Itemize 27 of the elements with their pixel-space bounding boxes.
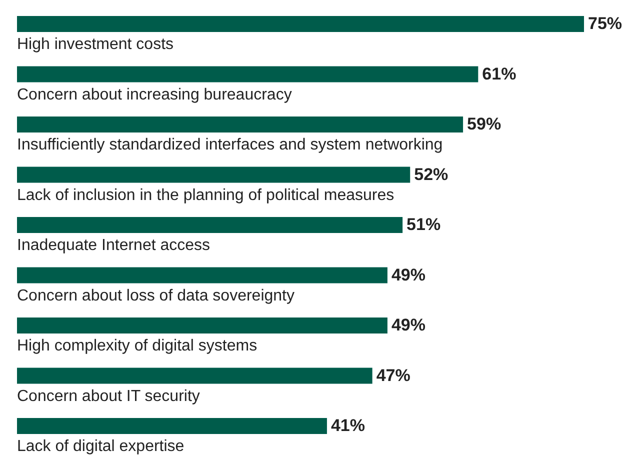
data-label: 51%: [406, 215, 441, 234]
data-label: 59%: [467, 114, 502, 134]
y-tick-label: Lack of inclusion in the planning of political measures: [17, 186, 394, 204]
data-label: 52%: [414, 164, 448, 184]
data-label: 49%: [391, 316, 426, 334]
y-tick-label: Lack of digital expertise: [17, 438, 184, 455]
y-tick-label: Concern about increasing bureaucracy: [17, 86, 292, 104]
bar: [17, 116, 464, 132]
data-label: 41%: [330, 416, 365, 435]
y-tick-label: Concern about loss of data sovereignty: [17, 287, 294, 304]
y-tick-label: Insufficiently standardized interfaces and system networking: [17, 136, 443, 154]
bar: [17, 217, 403, 233]
y-tick-label: Concern about IT security: [17, 388, 200, 405]
bar: [17, 368, 372, 384]
bar: [17, 267, 388, 284]
bar: [17, 16, 584, 32]
y-tick-label: Inadequate Internet access: [17, 237, 210, 254]
bar: [17, 166, 410, 183]
data-label: 75%: [588, 14, 622, 33]
y-tick-label: High investment costs: [17, 36, 174, 53]
data-label: 49%: [391, 265, 426, 284]
data-label: 47%: [376, 366, 410, 385]
data-label: 61%: [482, 64, 516, 84]
bar: [17, 66, 478, 82]
y-tick-label: High complexity of digital systems: [17, 338, 258, 354]
bar: [17, 418, 327, 434]
bar: [17, 318, 388, 334]
